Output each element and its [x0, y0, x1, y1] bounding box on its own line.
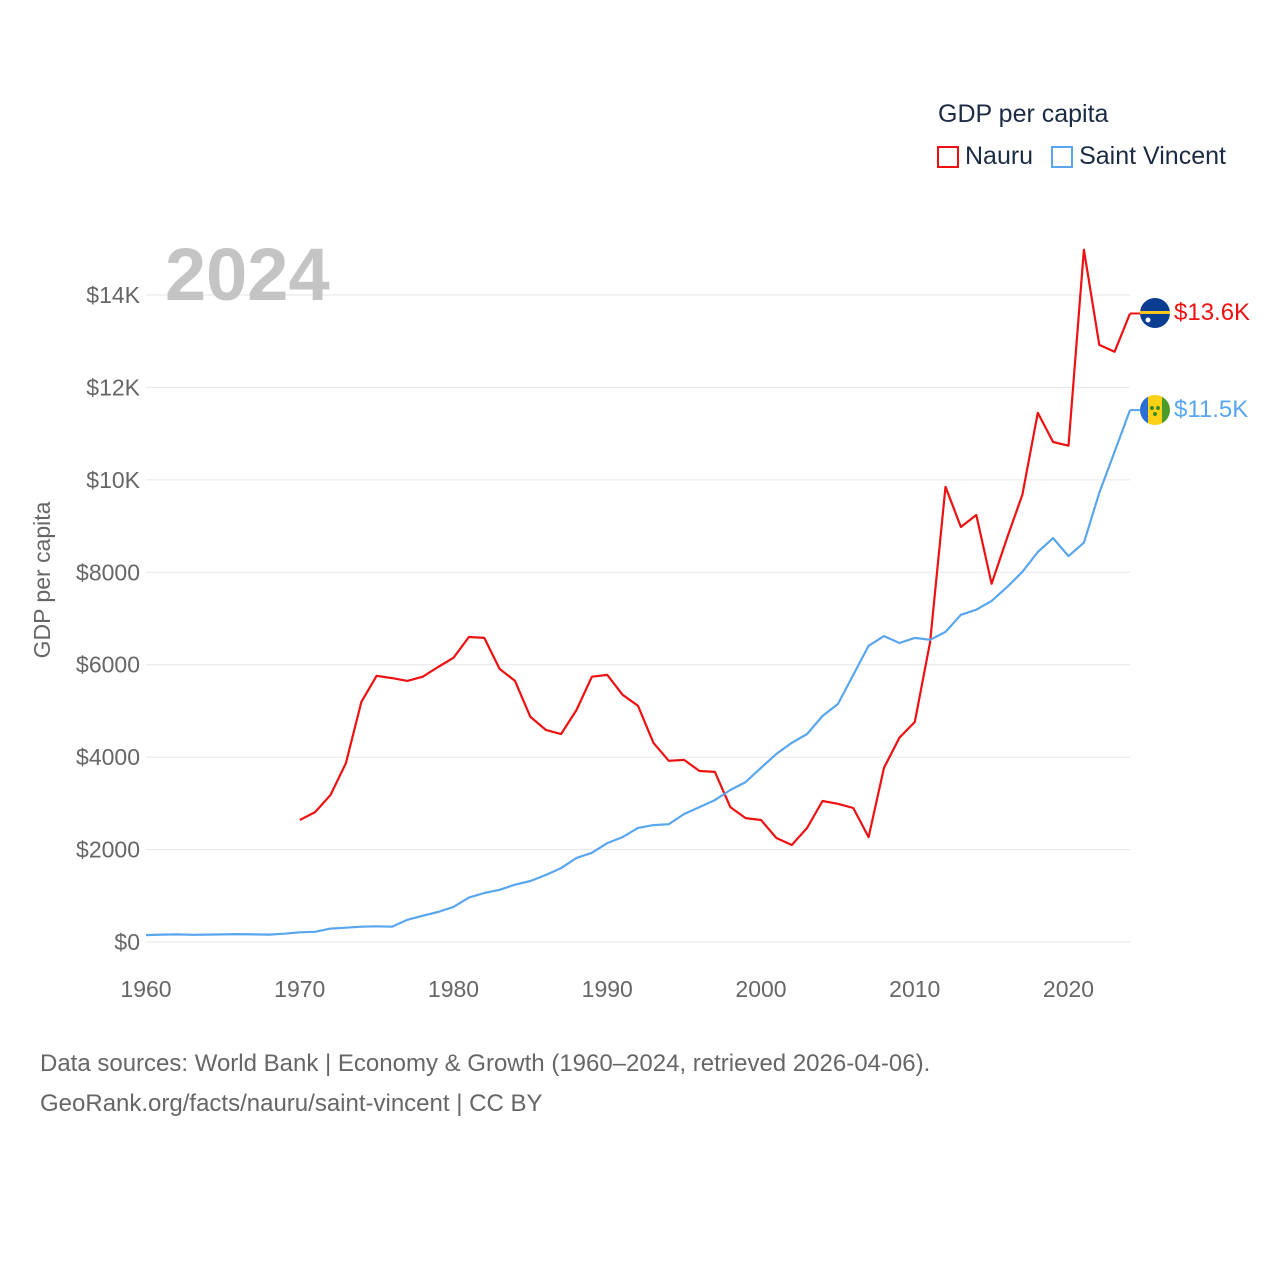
x-tick-label: 1970: [274, 976, 325, 1002]
legend-label-saint-vincent: Saint Vincent: [1079, 142, 1226, 170]
x-tick-label: 2000: [735, 976, 786, 1002]
x-tick-label: 1990: [582, 976, 633, 1002]
footer-source: Data sources: World Bank | Economy & Gro…: [40, 1050, 931, 1077]
y-tick-label: $4000: [76, 744, 140, 770]
y-tick-label: $10K: [86, 467, 140, 493]
y-tick-label: $6000: [76, 652, 140, 678]
y-tick-label: $12K: [86, 374, 140, 400]
saint-vincent-flag-icon: [1140, 395, 1170, 425]
nauru-flag-icon: [1140, 298, 1170, 328]
legend-swatch-saint-vincent: [1051, 145, 1074, 168]
footer-link[interactable]: GeoRank.org/facts/nauru/saint-vincent | …: [40, 1090, 543, 1117]
x-tick-label: 1980: [428, 976, 479, 1002]
legend-title: GDP per capita: [938, 100, 1109, 128]
legend-item-nauru[interactable]: Nauru: [937, 142, 1033, 171]
y-tick-label: $8000: [76, 559, 140, 585]
y-tick-label: $14K: [86, 282, 140, 308]
x-tick-label: 1960: [120, 976, 171, 1002]
end-label-saint-vincent: $11.5K: [1174, 396, 1248, 423]
footer: Data sources: World Bank | Economy & Gro…: [40, 1044, 930, 1124]
legend-label-nauru: Nauru: [965, 142, 1034, 170]
y-axis-label: GDP per capita: [29, 501, 55, 658]
x-tick-label: 2020: [1043, 976, 1094, 1002]
end-label-nauru: $13.6K: [1174, 299, 1250, 326]
legend-item-saint-vincent[interactable]: Saint Vincent: [1051, 142, 1226, 171]
y-tick-label: $2000: [76, 837, 140, 863]
series-line-nauru: [299, 248, 1132, 847]
year-label: 2024: [165, 233, 330, 316]
legend: Nauru Saint Vincent: [937, 142, 1226, 171]
x-tick-label: 2010: [889, 976, 940, 1002]
y-tick-label: $0: [114, 929, 140, 955]
series-line-saint-vincent: [145, 409, 1132, 937]
legend-swatch-nauru: [937, 145, 959, 168]
